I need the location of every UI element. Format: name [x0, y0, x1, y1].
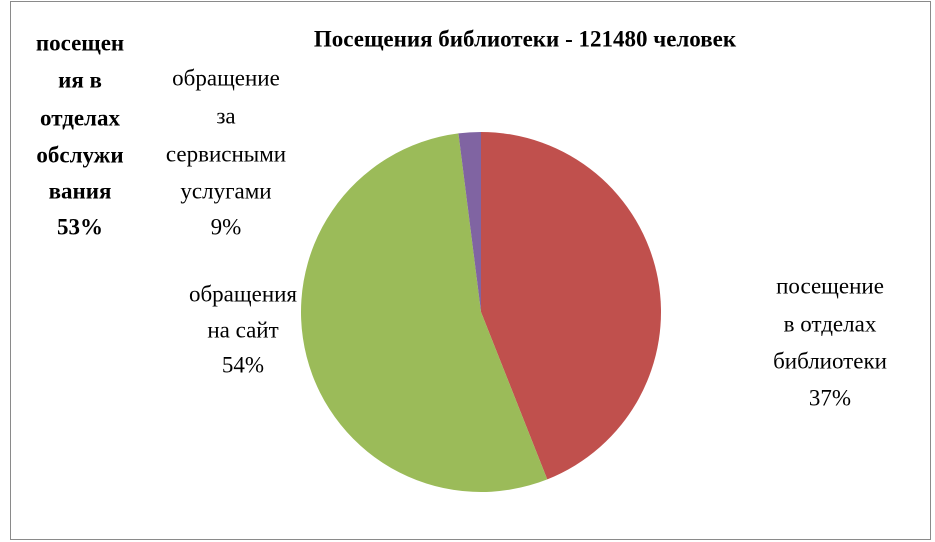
annotation: вания: [49, 178, 112, 203]
annotation: обслужи: [36, 142, 123, 167]
annotation: 53%: [57, 214, 103, 239]
chart-title: Посещения библиотеки - 121480 человек: [314, 26, 737, 51]
slice-label: 54%: [222, 352, 264, 377]
slice-label: сервисными: [166, 141, 286, 166]
slice-label: обращения: [189, 281, 297, 306]
slice-label: 9%: [211, 214, 242, 239]
pie-slice: [481, 132, 662, 480]
pie-slice: [458, 132, 481, 312]
slice-label: 37%: [809, 385, 851, 410]
slice-label: услугами: [180, 178, 271, 203]
slice-label: на сайт: [207, 317, 278, 342]
slice-label: посещение: [776, 273, 884, 298]
annotation: посещен: [36, 30, 124, 55]
slice-label: в отделах: [784, 311, 877, 336]
pie-slice: [301, 133, 548, 493]
slice-label: обращение: [172, 65, 280, 90]
annotation: отделах: [40, 105, 120, 130]
slice-label: библиотеки: [773, 348, 887, 373]
annotation: ия в: [58, 67, 102, 92]
slice-label: за: [216, 103, 235, 128]
